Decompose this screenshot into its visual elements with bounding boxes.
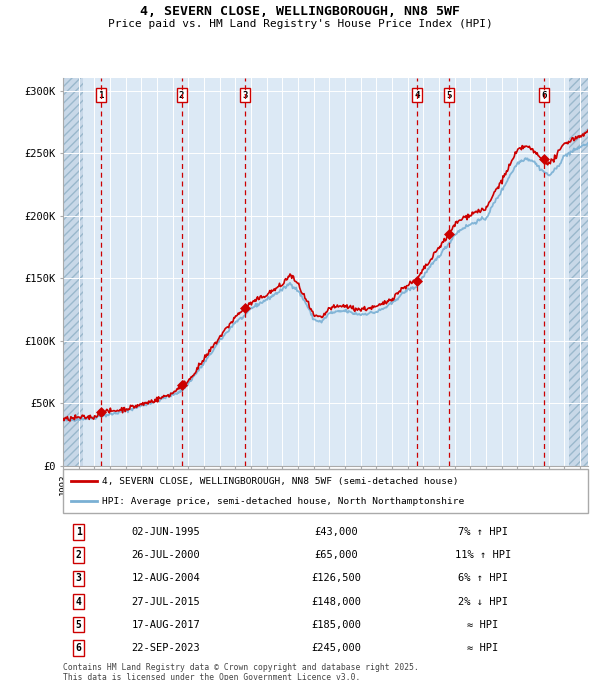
Bar	[569, 78, 593, 466]
Text: £126,500: £126,500	[311, 573, 361, 583]
Text: 2: 2	[76, 550, 82, 560]
Text: 5: 5	[76, 619, 82, 630]
FancyBboxPatch shape	[63, 469, 588, 513]
Text: 1: 1	[76, 527, 82, 537]
Text: 17-AUG-2017: 17-AUG-2017	[131, 619, 200, 630]
Text: Contains HM Land Registry data © Crown copyright and database right 2025.
This d: Contains HM Land Registry data © Crown c…	[63, 663, 419, 680]
Text: £43,000: £43,000	[314, 527, 358, 537]
Text: 11% ↑ HPI: 11% ↑ HPI	[455, 550, 511, 560]
Bar	[63, 78, 83, 466]
Text: 3: 3	[242, 90, 248, 100]
Text: 2: 2	[179, 90, 184, 100]
Text: 5: 5	[446, 90, 452, 100]
Text: Price paid vs. HM Land Registry's House Price Index (HPI): Price paid vs. HM Land Registry's House …	[107, 19, 493, 29]
Text: HPI: Average price, semi-detached house, North Northamptonshire: HPI: Average price, semi-detached house,…	[103, 497, 464, 506]
Text: 3: 3	[76, 573, 82, 583]
Text: 12-AUG-2004: 12-AUG-2004	[131, 573, 200, 583]
Text: 02-JUN-1995: 02-JUN-1995	[131, 527, 200, 537]
Text: 7% ↑ HPI: 7% ↑ HPI	[458, 527, 508, 537]
Text: £65,000: £65,000	[314, 550, 358, 560]
Text: 1: 1	[98, 90, 104, 100]
Text: £245,000: £245,000	[311, 643, 361, 653]
Text: ≈ HPI: ≈ HPI	[467, 619, 499, 630]
Text: 22-SEP-2023: 22-SEP-2023	[131, 643, 200, 653]
Text: ≈ HPI: ≈ HPI	[467, 643, 499, 653]
Text: 6: 6	[542, 90, 547, 100]
Text: £185,000: £185,000	[311, 619, 361, 630]
Text: 4: 4	[76, 596, 82, 607]
Text: 6: 6	[76, 643, 82, 653]
Text: 4: 4	[414, 90, 419, 100]
Text: 2% ↓ HPI: 2% ↓ HPI	[458, 596, 508, 607]
Text: £148,000: £148,000	[311, 596, 361, 607]
Text: 4, SEVERN CLOSE, WELLINGBOROUGH, NN8 5WF: 4, SEVERN CLOSE, WELLINGBOROUGH, NN8 5WF	[140, 5, 460, 18]
Text: 6% ↑ HPI: 6% ↑ HPI	[458, 573, 508, 583]
Text: 27-JUL-2015: 27-JUL-2015	[131, 596, 200, 607]
Text: 26-JUL-2000: 26-JUL-2000	[131, 550, 200, 560]
Text: 4, SEVERN CLOSE, WELLINGBOROUGH, NN8 5WF (semi-detached house): 4, SEVERN CLOSE, WELLINGBOROUGH, NN8 5WF…	[103, 477, 459, 486]
